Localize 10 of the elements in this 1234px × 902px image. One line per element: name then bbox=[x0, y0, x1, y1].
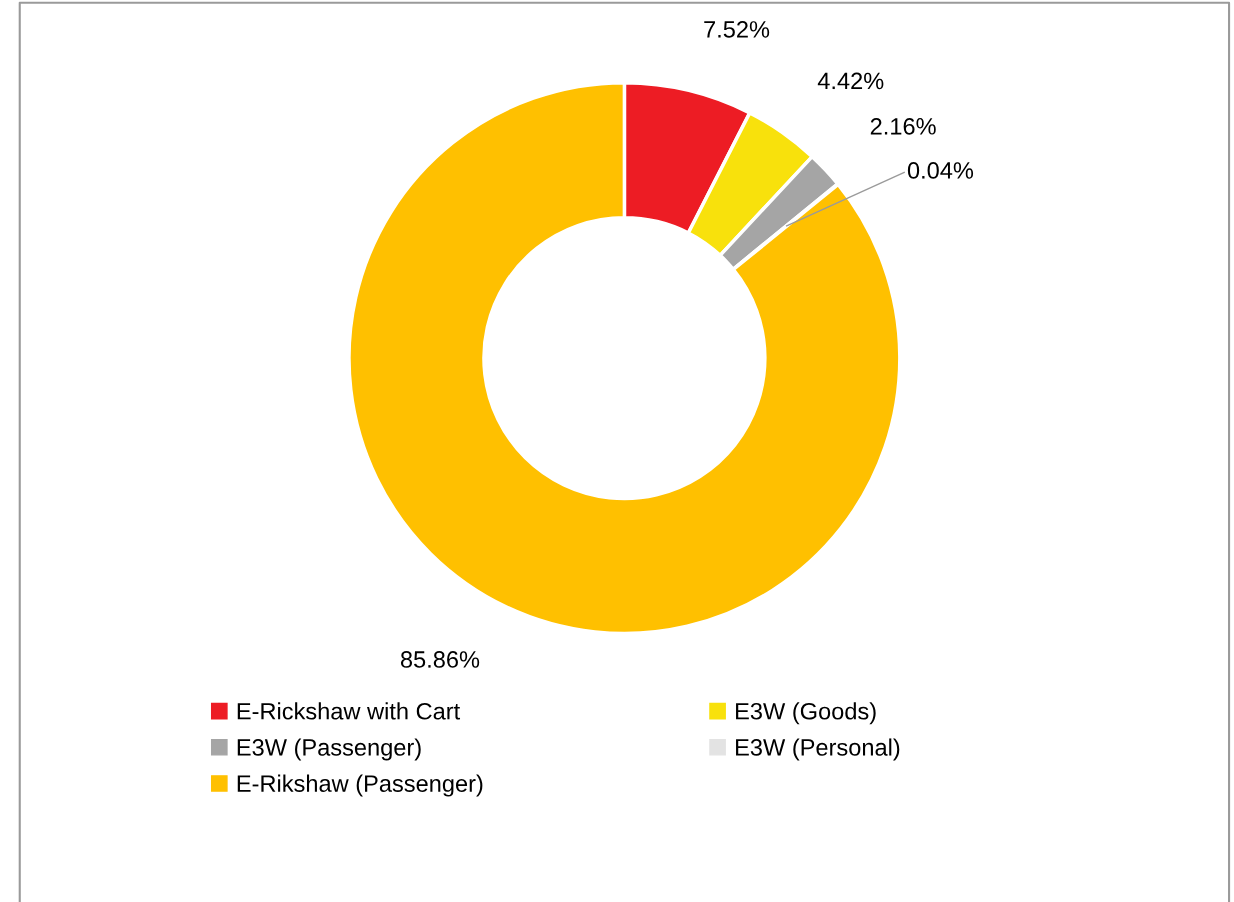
data-label: 2.16% bbox=[870, 118, 936, 135]
legend-label: E3W (Personal) bbox=[736, 738, 900, 761]
legend-label: E3W (Passenger) bbox=[237, 738, 421, 761]
legend-label: E3W (Goods) bbox=[736, 702, 876, 725]
data-label: 4.42% bbox=[817, 72, 884, 90]
legend-label: E-Rikshaw (Passenger) bbox=[237, 774, 483, 797]
data-label: 85.86% bbox=[400, 651, 480, 668]
legend-label: E-Rickshaw with Cart bbox=[237, 702, 461, 720]
data-label: 0.04% bbox=[907, 162, 974, 179]
data-label: 7.52% bbox=[704, 21, 770, 38]
